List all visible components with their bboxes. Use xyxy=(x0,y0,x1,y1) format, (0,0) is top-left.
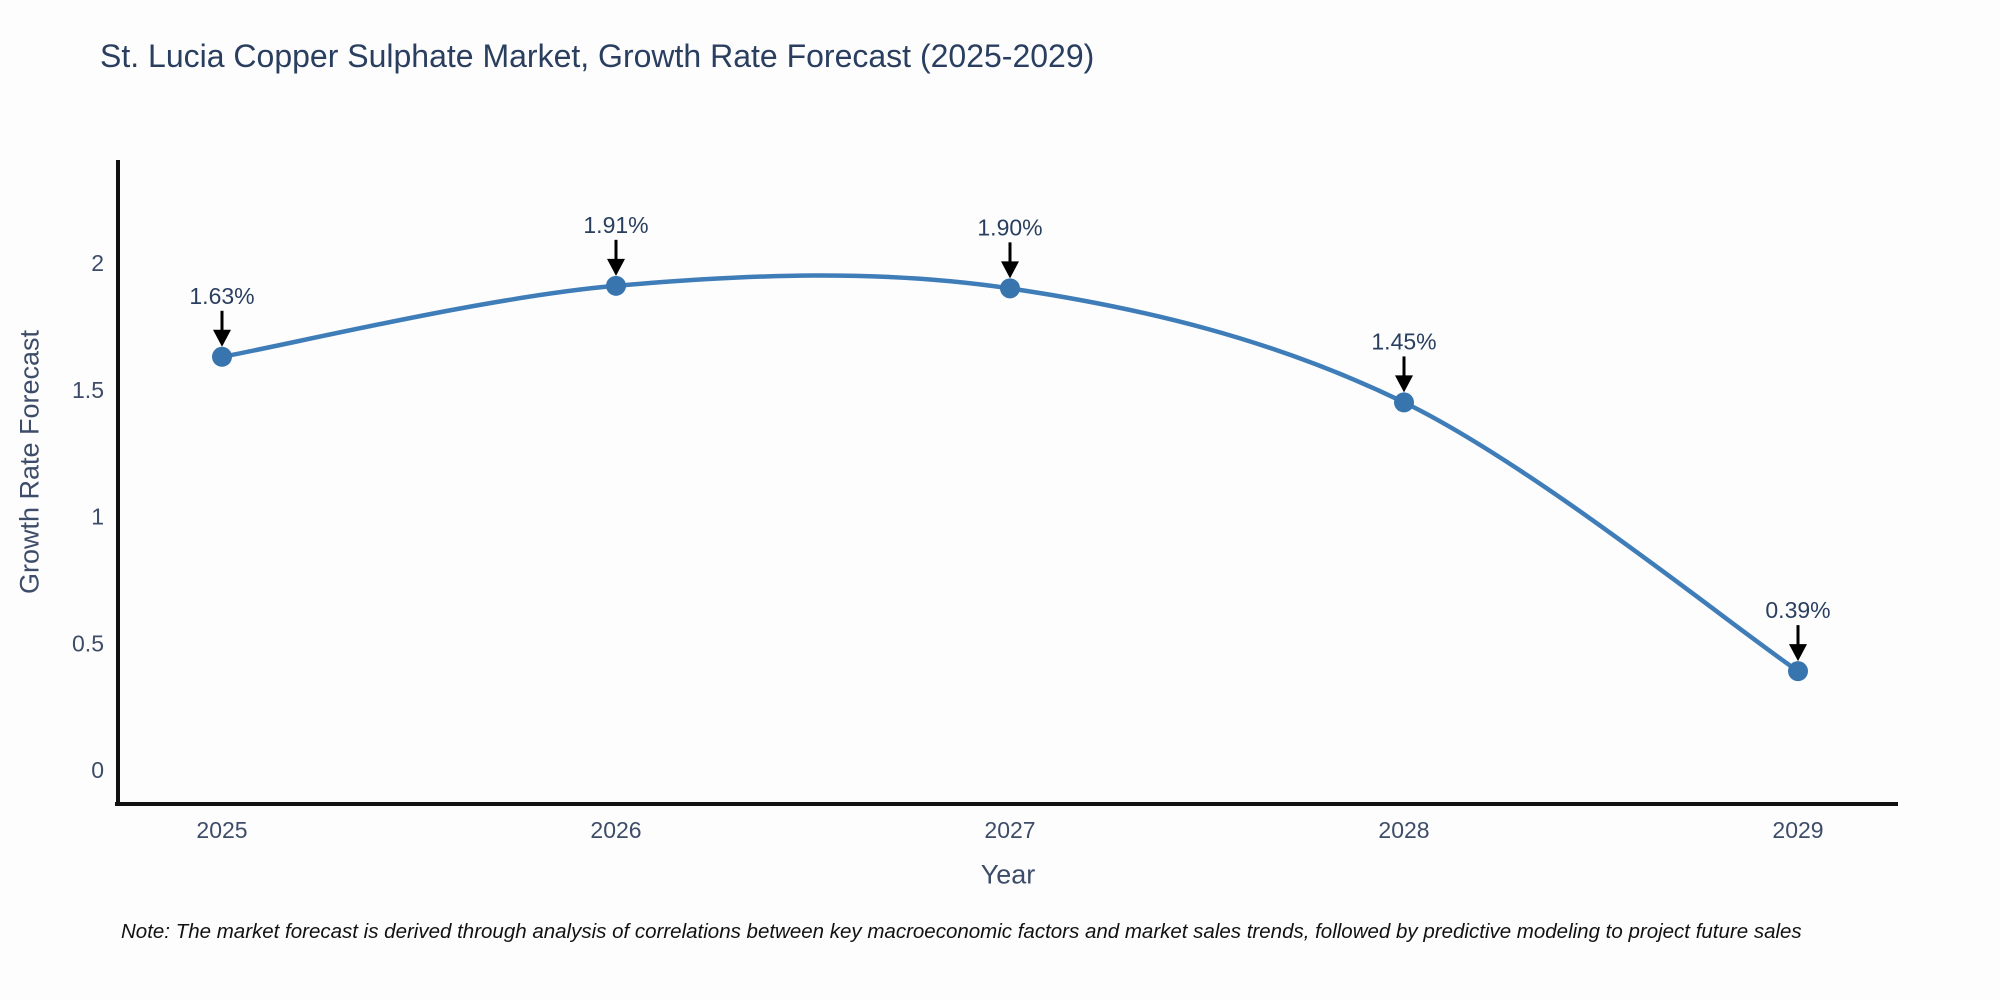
annotation-label-2025: 1.63% xyxy=(189,283,254,309)
methodology-note: Note: The market forecast is derived thr… xyxy=(121,920,1802,943)
y-tick-label-2: 2 xyxy=(91,250,104,276)
annotation-arrowhead-2025 xyxy=(213,329,231,347)
annotation-label-2027: 1.90% xyxy=(977,214,1042,240)
x-tick-label-2026: 2026 xyxy=(590,817,641,843)
annotation-arrowhead-2026 xyxy=(607,258,625,276)
x-tick-label-2029: 2029 xyxy=(1772,817,1823,843)
chart-title: St. Lucia Copper Sulphate Market, Growth… xyxy=(100,38,1095,74)
annotation-label-2028: 1.45% xyxy=(1371,328,1436,354)
annotation-label-2026: 1.91% xyxy=(583,212,648,238)
y-tick-label-0: 0 xyxy=(91,757,104,783)
x-tick-label-2028: 2028 xyxy=(1378,817,1429,843)
y-tick-label-1: 1 xyxy=(91,504,104,530)
growth-rate-trend-line xyxy=(219,273,1801,674)
data-point-2028 xyxy=(1394,392,1414,413)
data-point-2029 xyxy=(1788,661,1808,682)
annotation-arrowhead-2028 xyxy=(1395,375,1413,393)
data-point-2027 xyxy=(1000,278,1020,299)
x-tick-label-2025: 2025 xyxy=(196,817,247,843)
data-point-2026 xyxy=(606,275,626,296)
annotation-label-2029: 0.39% xyxy=(1765,597,1830,623)
x-tick-label-2027: 2027 xyxy=(984,817,1035,843)
annotation-arrowhead-2027 xyxy=(1001,261,1019,279)
y-tick-label-0.5: 0.5 xyxy=(72,630,104,656)
y-tick-label-1.5: 1.5 xyxy=(72,377,104,403)
annotation-arrowhead-2029 xyxy=(1789,644,1807,662)
x-axis-title: Year xyxy=(980,859,1036,890)
data-point-2025 xyxy=(212,346,232,367)
